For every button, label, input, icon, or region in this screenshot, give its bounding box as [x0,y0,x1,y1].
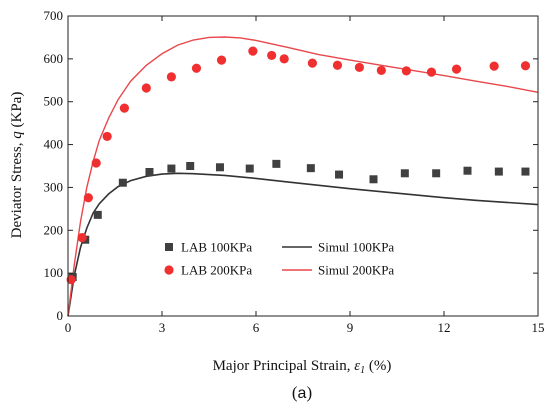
y-tick-label: 600 [44,51,64,66]
data-point-lab-200kpa [401,66,411,76]
x-tick-label: 15 [532,320,545,335]
data-point-lab-100kpa [335,170,344,179]
data-point-lab-200kpa [307,58,317,68]
y-tick-label: 500 [44,94,64,109]
series-line-simul-100kpa [67,172,539,317]
x-tick-label: 12 [438,320,451,335]
figure-caption: (a) [292,383,312,402]
legend-label-simul-200kpa: Simul 200KPa [318,263,394,278]
data-point-lab-200kpa [489,61,499,71]
data-point-lab-200kpa [141,83,151,93]
data-point-lab-100kpa [93,210,102,219]
data-point-lab-200kpa [191,63,202,73]
y-tick-label: 400 [44,137,64,152]
data-point-lab-100kpa [145,168,154,176]
x-tick-label: 9 [347,320,354,335]
data-point-lab-200kpa [332,60,343,70]
data-point-lab-100kpa [463,166,472,175]
data-point-lab-100kpa [521,167,530,176]
data-point-lab-200kpa [248,46,258,56]
y-tick-label: 100 [44,265,64,280]
x-tick-label: 6 [253,320,260,335]
legend-label-lab-100kpa: LAB 100KPa [181,240,252,255]
y-tick-label: 0 [57,308,64,323]
data-point-lab-200kpa [267,50,277,61]
y-axis-title: Deviator Stress, q (KPa) [9,92,25,239]
legend-label-lab-200kpa: LAB 200KPa [181,263,252,278]
axes: 0 3 6 9 12 15 0 100 200 300 400 500 600 700 [44,8,545,335]
x-axis-title: Major Principal Strain, ε1 (%) [213,358,392,376]
data-point-lab-100kpa [432,169,441,178]
plot-marks [66,36,539,317]
plot-frame [67,15,539,317]
y-tick-label: 700 [44,8,64,23]
data-point-lab-200kpa [216,55,227,65]
y-tick-label: 300 [44,179,64,194]
data-point-lab-100kpa [272,159,281,168]
y-tick-label: 200 [44,222,64,237]
data-point-lab-200kpa [451,64,462,74]
data-point-lab-200kpa [426,67,437,77]
data-point-lab-200kpa [376,65,386,76]
x-tick-label: 0 [65,320,72,335]
legend: LAB 100KPa Simul 100KPa LAB 200KPa Simul 20… [164,240,394,278]
data-point-lab-100kpa [186,162,195,170]
series-line-simul-200kpa [67,36,539,317]
data-point-lab-200kpa [354,62,364,73]
legend-marker-lab-200kpa [164,265,174,275]
legend-marker-lab-100kpa [165,243,173,251]
data-point-lab-100kpa [306,164,315,173]
data-point-lab-200kpa [119,103,129,113]
data-point-lab-200kpa [520,61,531,71]
data-point-lab-200kpa [102,131,112,142]
data-point-lab-100kpa [215,163,224,172]
x-tick-label: 3 [159,320,166,335]
data-point-lab-100kpa [400,169,409,178]
data-point-lab-100kpa [167,164,176,173]
legend-label-simul-100kpa: Simul 100KPa [318,240,394,255]
data-point-lab-100kpa [118,178,127,187]
data-point-lab-100kpa [245,164,254,173]
data-point-lab-200kpa [77,232,87,243]
data-point-lab-200kpa [166,72,176,82]
data-point-lab-200kpa [83,193,93,203]
data-point-lab-200kpa [91,158,101,168]
data-point-lab-200kpa [279,54,289,64]
data-point-lab-200kpa [66,274,76,285]
data-point-lab-100kpa [494,167,503,176]
data-point-lab-100kpa [369,175,378,184]
